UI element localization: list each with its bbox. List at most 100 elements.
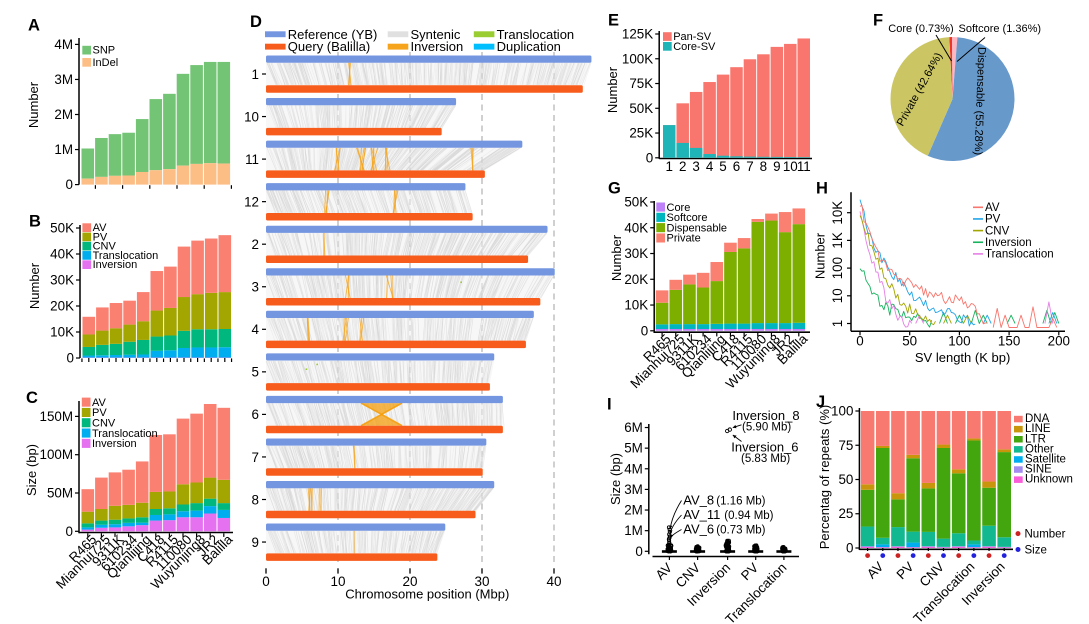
svg-text:Dispensable: Dispensable (667, 222, 728, 234)
svg-text:AV_6: AV_6 (683, 522, 714, 537)
svg-text:4M: 4M (54, 37, 73, 52)
svg-text:9: 9 (773, 159, 780, 174)
svg-text:1: 1 (665, 159, 672, 174)
svg-text:PV: PV (92, 407, 107, 419)
svg-text:(0.73 Mb): (0.73 Mb) (716, 525, 765, 537)
svg-text:40: 40 (546, 574, 561, 589)
svg-text:SV length (K bp): SV length (K bp) (915, 350, 1010, 365)
svg-text:CNV: CNV (93, 241, 117, 253)
svg-text:10: 10 (830, 288, 845, 303)
svg-text:Satellite: Satellite (1025, 454, 1066, 466)
svg-text:E: E (608, 12, 619, 30)
svg-text:9: 9 (252, 535, 259, 550)
svg-text:(1.16 Mb): (1.16 Mb) (716, 496, 765, 508)
svg-text:0: 0 (846, 541, 853, 556)
svg-text:Core-SV: Core-SV (673, 41, 716, 53)
svg-text:J: J (816, 393, 825, 411)
svg-text:0: 0 (646, 150, 653, 165)
svg-text:150M: 150M (40, 409, 74, 424)
svg-text:2M: 2M (624, 503, 643, 518)
svg-text:H: H (816, 180, 828, 198)
svg-text:3: 3 (252, 280, 259, 295)
svg-text:DNA: DNA (1025, 413, 1050, 425)
svg-text:50M: 50M (47, 486, 73, 501)
svg-text:1K: 1K (830, 232, 845, 248)
svg-text:4M: 4M (624, 461, 643, 476)
svg-text:150: 150 (998, 334, 1020, 349)
svg-text:12: 12 (244, 194, 259, 209)
svg-text:11: 11 (245, 152, 259, 167)
svg-text:CNV: CNV (92, 418, 116, 430)
svg-text:C: C (26, 389, 38, 407)
svg-text:20: 20 (402, 574, 417, 589)
svg-text:AV: AV (93, 222, 108, 234)
svg-text:3M: 3M (624, 482, 643, 497)
svg-text:Query (Balilla): Query (Balilla) (288, 39, 370, 54)
svg-text:PV: PV (93, 231, 108, 243)
svg-text:SNP: SNP (93, 45, 116, 57)
svg-text:Size: Size (1025, 545, 1047, 557)
svg-text:Chromosome position (Mbp): Chromosome position (Mbp) (345, 586, 509, 601)
svg-text:AV: AV (985, 202, 1000, 214)
svg-text:0: 0 (66, 177, 73, 192)
svg-text:SINE: SINE (1025, 464, 1052, 476)
svg-text:0: 0 (856, 334, 863, 349)
svg-text:50K: 50K (629, 101, 653, 116)
svg-text:2M: 2M (54, 107, 73, 122)
svg-text:Percentag of repeats (%): Percentag of repeats (%) (817, 405, 832, 550)
svg-text:10K: 10K (50, 325, 74, 340)
svg-text:AV_8: AV_8 (683, 493, 714, 508)
svg-text:Translocation: Translocation (497, 27, 575, 42)
svg-text:InDel: InDel (93, 57, 119, 69)
svg-text:3M: 3M (54, 72, 73, 87)
svg-text:8: 8 (252, 492, 259, 507)
svg-text:4: 4 (252, 322, 260, 337)
svg-text:G: G (608, 180, 621, 198)
svg-text:Core (0.73%): Core (0.73%) (888, 23, 953, 35)
svg-text:Inversion: Inversion (985, 237, 1032, 249)
svg-text:Translocation: Translocation (985, 249, 1054, 261)
svg-text:0: 0 (641, 323, 648, 338)
svg-text:6: 6 (252, 407, 259, 422)
svg-text:125K: 125K (622, 27, 653, 42)
svg-text:200: 200 (1048, 334, 1070, 349)
svg-text:100K: 100K (622, 51, 653, 66)
svg-text:3: 3 (692, 159, 699, 174)
svg-text:Translocation: Translocation (93, 250, 159, 262)
svg-text:Inversion: Inversion (411, 39, 464, 54)
svg-text:Size (bp): Size (bp) (24, 444, 39, 496)
svg-text:Syntenic: Syntenic (411, 27, 461, 42)
svg-text:0: 0 (67, 351, 74, 366)
svg-text:I: I (607, 396, 612, 414)
svg-text:Inversion_6: Inversion_6 (731, 440, 798, 455)
svg-text:30K: 30K (50, 273, 74, 288)
svg-text:2: 2 (679, 159, 686, 174)
svg-text:AV: AV (92, 397, 107, 409)
svg-text:5: 5 (719, 159, 726, 174)
svg-text:Dispensable (55.28%): Dispensable (55.28%) (972, 47, 988, 156)
svg-text:30K: 30K (624, 246, 648, 261)
svg-text:Unknown: Unknown (1025, 474, 1073, 486)
svg-text:1: 1 (830, 320, 845, 327)
svg-text:1M: 1M (54, 142, 73, 157)
svg-text:AV_11: AV_11 (683, 507, 720, 522)
svg-text:Inversion: Inversion (92, 438, 137, 450)
svg-text:Pan-SV: Pan-SV (673, 31, 712, 43)
svg-text:20K: 20K (50, 299, 74, 314)
svg-text:CNV: CNV (985, 225, 1010, 237)
svg-text:Reference (YB): Reference (YB) (288, 27, 378, 42)
svg-text:11: 11 (797, 159, 811, 174)
svg-text:30: 30 (474, 574, 489, 589)
svg-text:6M: 6M (624, 420, 643, 435)
svg-text:Number: Number (609, 234, 624, 281)
svg-text:2: 2 (252, 237, 259, 252)
svg-text:(5.83 Mb): (5.83 Mb) (741, 453, 790, 465)
svg-text:PV: PV (985, 214, 1001, 226)
svg-text:100: 100 (831, 404, 853, 419)
svg-text:50K: 50K (624, 195, 648, 210)
svg-text:100: 100 (830, 257, 845, 279)
svg-text:Duplication: Duplication (497, 39, 561, 54)
svg-text:Private: Private (667, 233, 701, 245)
svg-text:(5.90 Mb): (5.90 Mb) (742, 422, 791, 434)
svg-text:25K: 25K (629, 126, 653, 141)
